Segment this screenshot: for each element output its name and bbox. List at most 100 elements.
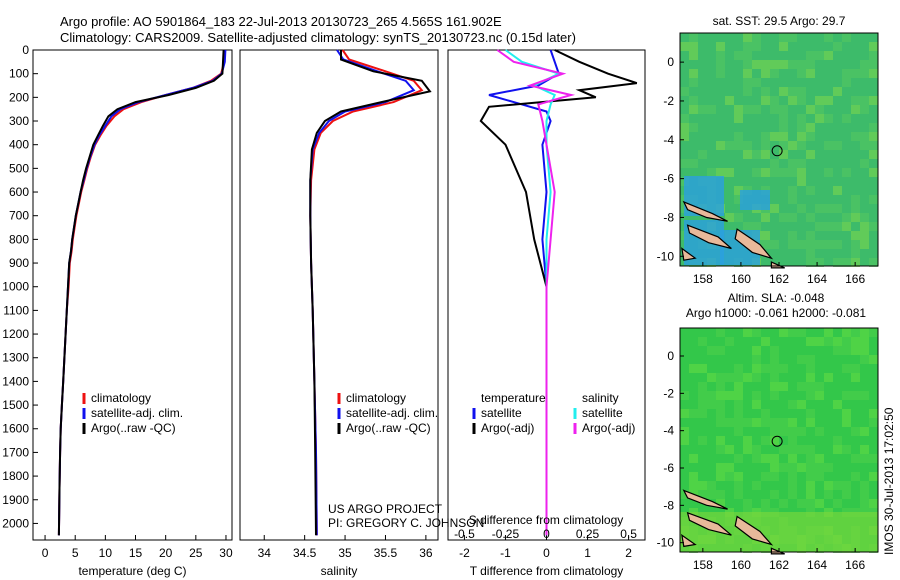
- map-cell: [680, 159, 689, 168]
- map-cell: [698, 490, 707, 499]
- island-shape: [734, 515, 774, 546]
- map-cell: [824, 240, 833, 249]
- map-cell: [860, 105, 869, 114]
- map-cell: [743, 499, 752, 508]
- map-cell: [797, 114, 806, 123]
- map-cell: [806, 481, 815, 490]
- series-line-T-satellite: [488, 49, 561, 536]
- map-cell: [779, 33, 788, 42]
- x-tick-label: 34.5: [293, 546, 317, 560]
- y-tick-label: 2000: [2, 516, 29, 530]
- map-cell: [743, 42, 752, 51]
- island-shape: [682, 200, 728, 222]
- map-cell: [788, 168, 797, 177]
- map-cell: [797, 463, 806, 472]
- map-cell: [842, 481, 851, 490]
- s-tick-label: 0: [543, 527, 550, 541]
- map-cell: [752, 373, 761, 382]
- map-cell: [797, 60, 806, 69]
- map-cell: [806, 258, 815, 267]
- island-shape: [681, 533, 697, 548]
- map-cell: [806, 490, 815, 499]
- map-cell: [788, 186, 797, 195]
- map-cell: [680, 87, 689, 96]
- map-cell: [752, 105, 761, 114]
- map-cell: [860, 96, 869, 105]
- x-tick-label: 36: [419, 546, 433, 560]
- map-cell: [761, 96, 770, 105]
- y-tick-label: 1900: [2, 493, 29, 507]
- map-cell: [689, 105, 698, 114]
- side-label: IMOS 30-Jul-2013 17:02:50: [882, 407, 896, 555]
- map-cell: [788, 436, 797, 445]
- s-tick-label: -0.25: [492, 527, 520, 541]
- x-tick-label: 0: [42, 546, 49, 560]
- map-cell: [689, 96, 698, 105]
- map-cell: [842, 490, 851, 499]
- map-cell: [788, 96, 797, 105]
- map-cell: [842, 328, 851, 337]
- x-tick-label: 1: [584, 546, 591, 560]
- map-cell: [680, 436, 689, 445]
- map-cell: [797, 69, 806, 78]
- map-cell: [770, 373, 779, 382]
- map-cell: [851, 69, 860, 78]
- map-cell: [779, 132, 788, 141]
- map-cell: [851, 240, 860, 249]
- map-cell: [860, 159, 869, 168]
- x-tick-label: 35.5: [374, 546, 398, 560]
- map-cell: [806, 60, 815, 69]
- x-axis-label: salinity: [321, 564, 358, 578]
- x-tick-label: 35: [338, 546, 352, 560]
- map-cell: [689, 364, 698, 373]
- map-cell: [698, 391, 707, 400]
- map-y-tick-label: -8: [663, 498, 674, 512]
- map-cell: [725, 96, 734, 105]
- map-cell: [716, 400, 725, 409]
- map-cell: [842, 213, 851, 222]
- title-line-2: Climatology: CARS2009. Satellite-adjuste…: [60, 30, 576, 45]
- map-cell: [734, 472, 743, 481]
- map-cell: [860, 141, 869, 150]
- map-cell: [725, 168, 734, 177]
- map-cell: [752, 222, 761, 231]
- map-cell: [689, 33, 698, 42]
- map-cell: [851, 195, 860, 204]
- map-cell: [761, 69, 770, 78]
- diff-legend-temperature: temperature: [481, 391, 546, 405]
- map-cell: [716, 168, 725, 177]
- map-cell: [824, 481, 833, 490]
- map-cell: [788, 472, 797, 481]
- map-cell: [716, 436, 725, 445]
- plot-frame-salinity-profile: [239, 49, 439, 541]
- map-cell: [680, 490, 689, 499]
- x-axis-label: temperature (deg C): [78, 564, 186, 578]
- map-cell: [833, 400, 842, 409]
- map-cell: [815, 382, 824, 391]
- map-cell: [788, 240, 797, 249]
- map-cell: [707, 168, 716, 177]
- map-cell: [842, 69, 851, 78]
- map-cell: [752, 391, 761, 400]
- map-y-tick-label: 0: [667, 55, 674, 69]
- map-cell: [860, 213, 869, 222]
- map-cell: [833, 258, 842, 267]
- map-cell: [869, 150, 878, 159]
- map-cell: [806, 51, 815, 60]
- map-cell: [788, 159, 797, 168]
- map-cell: [860, 391, 869, 400]
- map-cell: [851, 231, 860, 240]
- map-cell: [698, 105, 707, 114]
- map-cell: [761, 213, 770, 222]
- map-cell: [698, 150, 707, 159]
- map-cell: [842, 258, 851, 267]
- map-cell: [797, 132, 806, 141]
- map-cell: [779, 213, 788, 222]
- y-tick-label: 1700: [2, 445, 29, 459]
- map-cell: [743, 418, 752, 427]
- temp-legend-label: satellite-adj. clim.: [91, 406, 183, 420]
- s-tick-label: -0.5: [454, 527, 475, 541]
- map-cell: [770, 391, 779, 400]
- map-cell: [770, 436, 779, 445]
